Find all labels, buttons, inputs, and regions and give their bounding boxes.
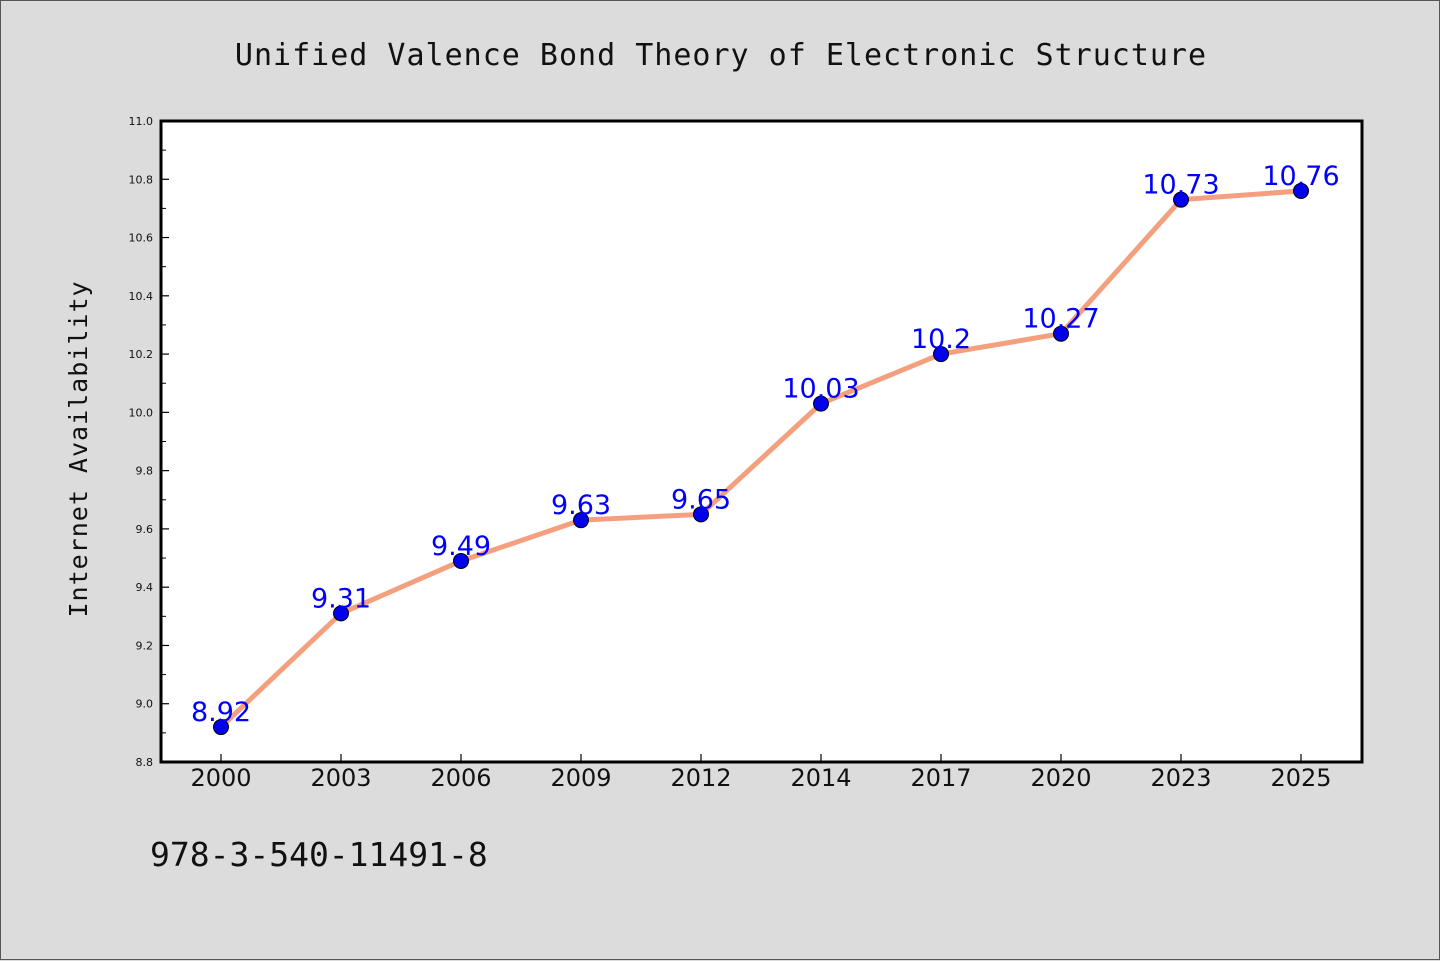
y-tick-label: 9.2 (136, 639, 154, 652)
data-label: 10.76 (1262, 161, 1339, 192)
x-tick-label: 2025 (1270, 764, 1331, 792)
y-tick-label: 10.2 (129, 348, 154, 361)
y-tick-label: 10.0 (129, 406, 154, 419)
data-point (333, 605, 349, 622)
x-tick-label: 2020 (1030, 764, 1091, 792)
x-tick-label: 2009 (550, 764, 611, 792)
x-tick-label: 2003 (310, 764, 371, 792)
y-tick-label: 9.4 (136, 581, 154, 594)
chart-title: Unified Valence Bond Theory of Electroni… (235, 38, 1207, 73)
data-label: 10.03 (782, 374, 859, 405)
x-tick-label: 2000 (190, 764, 251, 792)
data-point (813, 395, 829, 412)
y-axis-label: Internet Availability (64, 280, 93, 617)
data-point (213, 719, 229, 736)
data-point (1053, 325, 1069, 342)
series-layer: 8.92 9.31 9.49 9.63 9.65 10.03 10.2 10.27 10.73 1… (191, 161, 1340, 736)
data-point (1293, 182, 1309, 199)
x-tick-label: 2014 (790, 764, 851, 792)
x-tick-label: 2006 (430, 764, 491, 792)
x-tick-label: 2012 (670, 764, 731, 792)
data-label: 9.65 (671, 484, 731, 515)
series-line (218, 188, 1304, 730)
y-tick-label: 9.6 (136, 523, 154, 536)
data-label: 10.73 (1142, 170, 1219, 201)
footer-isbn: 978-3-540-11491-8 (150, 835, 488, 874)
data-label: 10.27 (1022, 304, 1099, 335)
y-tick-label: 8.8 (136, 756, 154, 769)
y-tick-label: 9.0 (136, 698, 154, 711)
data-label: 10.2 (911, 324, 971, 355)
x-tick-label: 2017 (910, 764, 971, 792)
data-point (573, 512, 589, 529)
y-tick-label: 10.6 (129, 232, 154, 245)
data-point (693, 506, 709, 523)
data-label: 9.31 (311, 583, 371, 614)
data-point (933, 346, 949, 363)
data-label: 9.63 (551, 490, 611, 521)
data-point (1173, 191, 1189, 208)
y-axis: 8.8 9.0 9.2 9.4 9.6 9.8 10.0 10.2 10.4 10.6 10.8 11… (129, 115, 169, 769)
y-tick-label: 10.4 (129, 290, 154, 303)
data-label: 8.92 (191, 697, 251, 728)
x-axis: 2000 2003 2006 2009 2012 2014 2017 2020 2023 2025 (190, 754, 1332, 792)
data-point (453, 552, 469, 569)
y-tick-label: 9.8 (136, 465, 154, 478)
plot-area (159, 119, 1364, 764)
y-tick-label: 10.8 (129, 173, 154, 186)
y-tick-label: 11.0 (129, 115, 154, 128)
data-label: 9.49 (431, 531, 491, 562)
x-tick-label: 2023 (1150, 764, 1211, 792)
